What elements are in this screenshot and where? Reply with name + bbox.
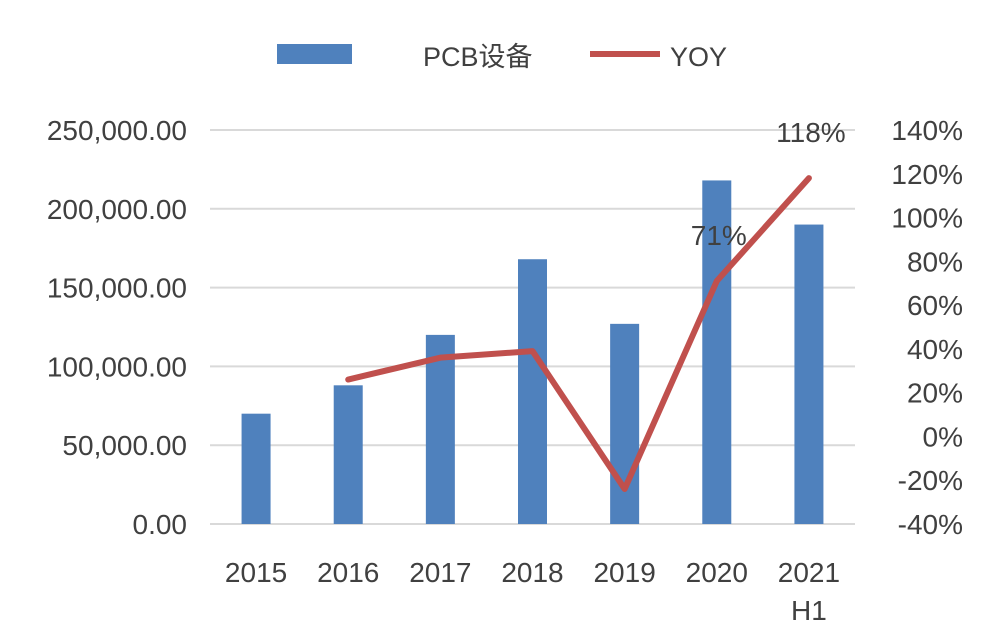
data-labels: 71% 118% [691, 117, 846, 251]
bar [518, 259, 547, 524]
bar [794, 224, 824, 524]
left-tick-label: 50,000.00 [62, 430, 187, 461]
right-tick-label: 100% [891, 203, 963, 234]
left-tick-label: 100,000.00 [47, 351, 187, 382]
right-tick-label: 80% [907, 246, 963, 277]
bar-series [241, 180, 824, 524]
right-tick-label: -40% [898, 509, 963, 540]
x-tick-label: 2021 H1 [778, 557, 840, 626]
right-tick-label: 60% [907, 290, 963, 321]
right-tick-label: 120% [891, 159, 963, 190]
x-axis-labels: 2015 2016 2017 2018 2019 2020 2021 H1 [225, 557, 840, 626]
left-tick-label: 150,000.00 [47, 273, 187, 304]
data-label: 71% [691, 220, 747, 251]
x-tick-label: 2020 [686, 557, 748, 588]
right-tick-label: 20% [907, 378, 963, 409]
bar [333, 385, 363, 524]
bar [702, 180, 732, 524]
legend-label-bar: PCB设备 [423, 42, 533, 72]
line-series [345, 175, 812, 492]
x-tick-label: 2016 [317, 557, 379, 588]
left-tick-label: 200,000.00 [47, 194, 187, 225]
x-tick-label: 2017 [409, 557, 471, 588]
bar [241, 413, 271, 524]
data-label: 118% [776, 117, 846, 148]
legend-swatch-bar [277, 44, 352, 64]
right-axis-ticks: -40% -20% 0% 20% 40% 60% 80% 100% 120% 140% [891, 115, 963, 540]
x-tick-label: 2015 [225, 557, 287, 588]
legend: PCB设备 YOY [277, 42, 727, 72]
x-tick-label: 2019 [593, 557, 655, 588]
legend-label-line: YOY [670, 42, 727, 72]
left-axis-ticks: 0.00 50,000.00 100,000.00 150,000.00 200,000… [47, 115, 187, 540]
yoy-line [345, 175, 812, 492]
right-tick-label: 140% [891, 115, 963, 146]
right-tick-label: 40% [907, 334, 963, 365]
bar [425, 334, 455, 524]
x-tick-label: 2018 [501, 557, 563, 588]
right-tick-label: -20% [898, 465, 963, 496]
left-tick-label: 0.00 [133, 509, 188, 540]
right-tick-label: 0% [923, 421, 963, 452]
left-tick-label: 250,000.00 [47, 115, 187, 146]
bar [610, 323, 640, 524]
